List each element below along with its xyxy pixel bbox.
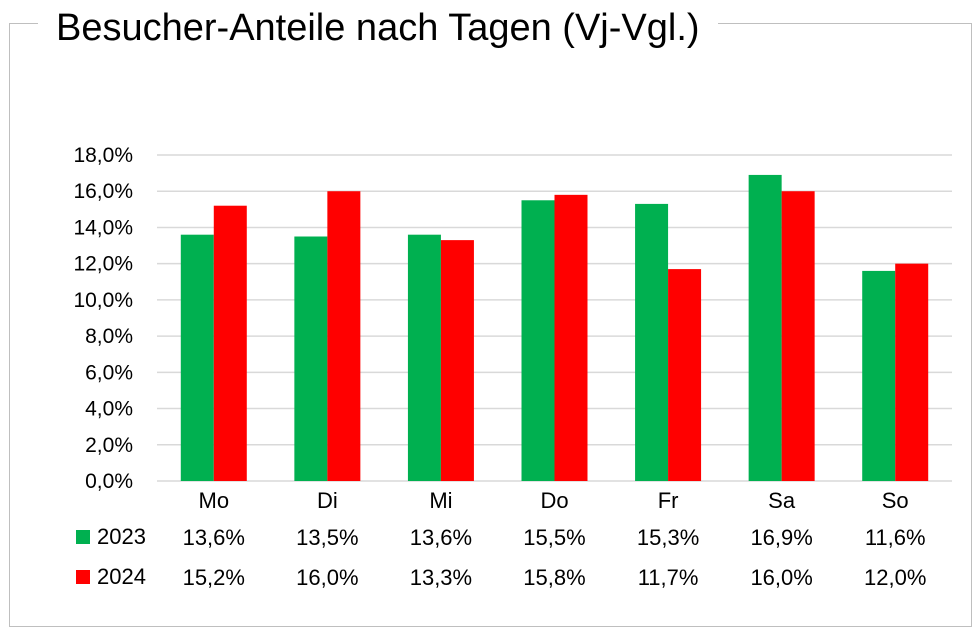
data-table-cell: 15,5% [523, 525, 585, 550]
y-tick-label: 8,0% [85, 325, 133, 348]
x-tick-label: Di [317, 488, 338, 513]
legend-swatch-2024 [76, 570, 90, 584]
chart-title: Besucher-Anteile nach Tagen (Vj-Vgl.) [38, 0, 718, 56]
bar-2023-Di [294, 236, 328, 481]
bar-2024-Mo [213, 205, 247, 481]
x-tick-label: Sa [768, 488, 796, 513]
x-tick-label: Mo [199, 488, 230, 513]
data-table-cell: 15,8% [523, 565, 585, 590]
y-tick-label: 0,0% [85, 470, 133, 493]
bar-2023-Mi [407, 234, 441, 481]
data-table-cell: 16,9% [750, 525, 812, 550]
legend-label-2024: 2024 [97, 564, 146, 589]
data-table-cell: 12,0% [864, 565, 926, 590]
data-table-cell: 13,5% [296, 525, 358, 550]
data-table-cell: 11,6% [865, 525, 926, 550]
x-tick-label: So [882, 488, 909, 513]
bar-2024-Do [554, 194, 588, 481]
y-tick-label: 10,0% [73, 289, 133, 312]
y-tick-label: 16,0% [73, 180, 133, 203]
bar-2024-So [895, 263, 929, 481]
data-table-cell: 13,3% [410, 565, 472, 590]
data-table-cell: 15,3% [637, 525, 699, 550]
data-table-cell: 13,6% [410, 525, 472, 550]
bar-2023-Do [521, 200, 555, 481]
x-tick-label: Mi [429, 488, 452, 513]
bar-2023-Sa [748, 174, 782, 481]
x-tick-label: Do [540, 488, 568, 513]
y-tick-label: 2,0% [85, 434, 133, 457]
bar-2023-Mo [180, 234, 214, 481]
y-tick-label: 6,0% [85, 361, 133, 384]
bar-2023-Fr [635, 203, 669, 481]
bar-2024-Mi [440, 240, 474, 481]
bar-2024-Fr [668, 269, 702, 481]
data-table-cell: 16,0% [750, 565, 812, 590]
data-table-cell: 13,6% [183, 525, 245, 550]
data-table-cell: 15,2% [183, 565, 245, 590]
data-table-cell: 16,0% [296, 565, 358, 590]
x-tick-label: Fr [658, 488, 679, 513]
y-tick-label: 12,0% [73, 253, 133, 276]
data-table-cell: 11,7% [638, 565, 699, 590]
bar-2023-So [862, 270, 896, 481]
y-tick-label: 18,0% [73, 144, 133, 167]
y-tick-label: 4,0% [85, 398, 133, 421]
legend-swatch-2023 [76, 530, 90, 544]
bar-2024-Sa [781, 191, 815, 481]
y-tick-label: 14,0% [73, 216, 133, 239]
bar-2024-Di [327, 191, 361, 481]
legend-label-2023: 2023 [97, 524, 146, 549]
